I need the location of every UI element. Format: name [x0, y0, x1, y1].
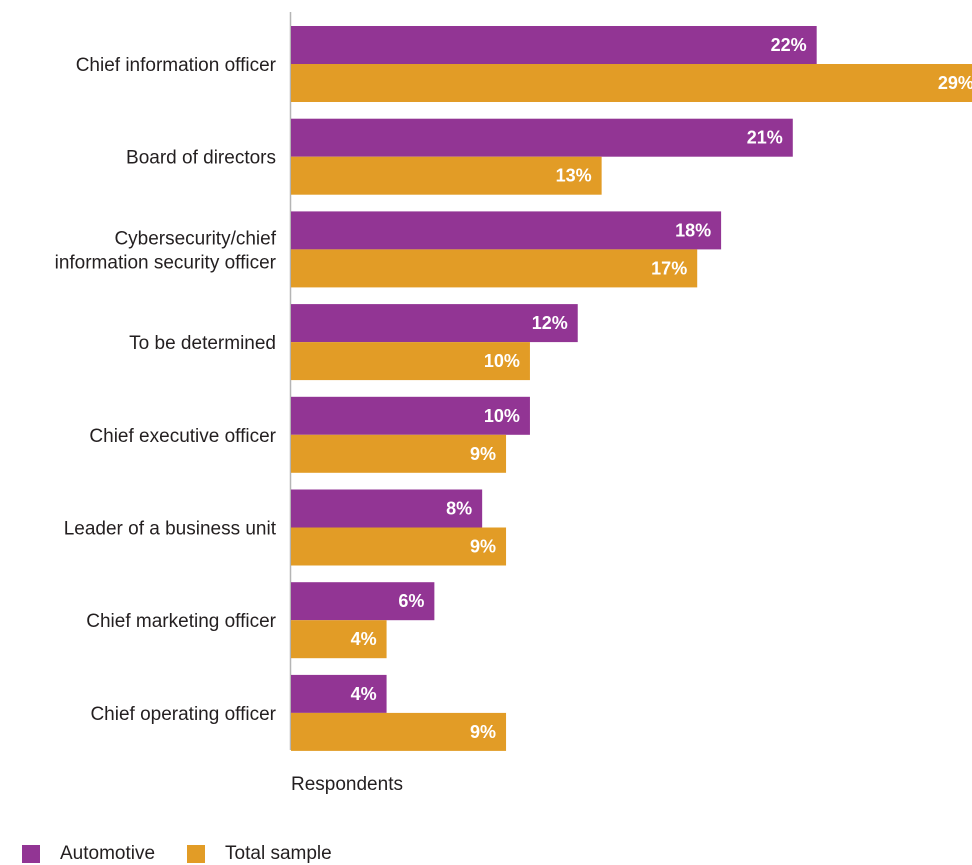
value-label-automotive: 10%	[484, 406, 520, 426]
value-label-total-sample: 4%	[351, 629, 377, 649]
bar-total-sample	[291, 712, 507, 751]
bar-total-sample	[291, 249, 698, 288]
value-label-automotive: 8%	[446, 499, 472, 519]
category-label: Chief marketing officer	[86, 611, 276, 632]
value-label-total-sample: 29%	[938, 73, 972, 93]
value-label-automotive: 12%	[532, 313, 568, 333]
bar-automotive	[291, 26, 817, 64]
legend-swatch-total-sample	[187, 845, 206, 863]
bar-automotive	[291, 304, 578, 343]
bar-automotive	[291, 582, 435, 621]
value-label-automotive: 6%	[398, 591, 424, 611]
bar-automotive	[291, 396, 530, 435]
legend-item-total-sample: Total sample	[187, 843, 332, 865]
category-label: Cybersecurity/chief information security …	[55, 228, 277, 273]
legend: Automotive Total sample	[22, 843, 364, 865]
value-label-automotive: 22%	[771, 35, 807, 55]
value-label-automotive: 4%	[351, 684, 377, 704]
category-label: Leader of a business unit	[64, 519, 277, 540]
legend-swatch-automotive	[22, 845, 40, 863]
legend-label-total-sample: Total sample	[225, 843, 332, 864]
value-label-total-sample: 13%	[556, 166, 592, 186]
category-label: To be determined	[129, 333, 276, 354]
bars	[291, 26, 972, 751]
category-label: Board of directors	[126, 148, 276, 169]
bar-total-sample	[291, 342, 530, 381]
category-label: Chief operating officer	[90, 704, 276, 725]
value-label-total-sample: 9%	[470, 444, 496, 464]
value-label-total-sample: 17%	[651, 258, 687, 278]
bar-total-sample	[291, 620, 387, 659]
bar-automotive	[291, 489, 483, 528]
bar-total-sample	[291, 434, 507, 473]
bar-automotive	[291, 674, 387, 713]
bar-automotive	[291, 211, 722, 250]
value-label-automotive: 21%	[747, 128, 783, 148]
category-label: Chief executive officer	[89, 426, 276, 447]
x-axis-title: Respondents	[291, 774, 403, 795]
value-label-automotive: 18%	[675, 220, 711, 240]
value-labels: 22% 29% 21% 13% 18% 17% 12% 10% 10% 9% 8% 9% 6% 4% 4% 9…	[351, 35, 972, 742]
legend-item-automotive: Automotive	[22, 843, 155, 865]
bar-total-sample	[291, 64, 972, 102]
bar-total-sample	[291, 156, 602, 195]
category-label: Chief information officer	[76, 55, 277, 76]
value-label-total-sample: 9%	[470, 537, 496, 557]
category-labels: Chief information officer Board of direct…	[55, 55, 277, 725]
bar-total-sample	[291, 527, 507, 566]
bar-automotive	[291, 118, 793, 157]
value-label-total-sample: 10%	[484, 351, 520, 371]
value-label-total-sample: 9%	[470, 722, 496, 742]
legend-label-automotive: Automotive	[60, 843, 156, 864]
